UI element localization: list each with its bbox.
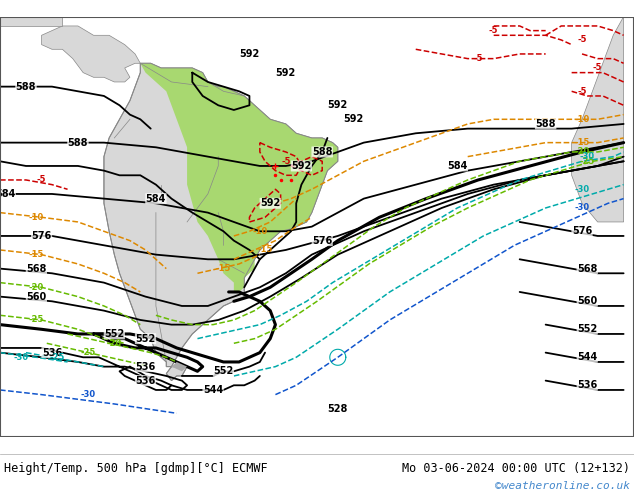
Text: 544: 544	[203, 385, 223, 395]
Polygon shape	[171, 362, 187, 371]
Text: -30: -30	[81, 390, 96, 399]
Text: 592: 592	[260, 198, 280, 208]
Text: 536: 536	[42, 347, 62, 358]
Text: 568: 568	[26, 264, 46, 273]
Text: 568: 568	[577, 264, 597, 273]
Text: -30: -30	[574, 203, 590, 213]
Text: -5: -5	[281, 157, 290, 166]
Text: 592: 592	[343, 114, 363, 124]
Text: 588: 588	[68, 138, 88, 147]
Text: -5: -5	[489, 26, 498, 35]
Text: 584: 584	[447, 161, 467, 171]
Text: 592: 592	[276, 68, 296, 77]
Text: -30: -30	[579, 152, 595, 161]
Text: 544: 544	[577, 352, 597, 362]
Text: -20: -20	[574, 147, 590, 156]
Text: -20: -20	[29, 283, 44, 292]
Text: 552: 552	[104, 329, 124, 339]
Text: 576: 576	[32, 231, 52, 241]
Text: 588: 588	[16, 82, 36, 92]
Text: -25: -25	[81, 348, 96, 357]
Polygon shape	[0, 17, 62, 26]
Polygon shape	[42, 26, 140, 82]
Text: 560: 560	[26, 292, 46, 302]
Text: -25: -25	[29, 316, 44, 324]
Text: 552: 552	[213, 367, 233, 376]
Text: ©weatheronline.co.uk: ©weatheronline.co.uk	[495, 481, 630, 490]
Text: 536: 536	[136, 362, 155, 371]
Text: Mo 03-06-2024 00:00 UTC (12+132): Mo 03-06-2024 00:00 UTC (12+132)	[402, 462, 630, 475]
Polygon shape	[104, 63, 338, 381]
Text: -15: -15	[257, 245, 273, 254]
Text: 588: 588	[312, 147, 332, 157]
Text: 560: 560	[577, 296, 597, 306]
Text: -10: -10	[574, 115, 590, 124]
Text: 552: 552	[577, 324, 597, 334]
Text: 592: 592	[239, 49, 259, 59]
Polygon shape	[140, 63, 338, 292]
Text: -10: -10	[29, 213, 44, 222]
Text: 576: 576	[572, 226, 592, 236]
Text: -30: -30	[13, 353, 29, 362]
Text: -20: -20	[107, 339, 122, 348]
Text: -25: -25	[579, 157, 595, 166]
Text: -15: -15	[29, 250, 44, 259]
Polygon shape	[572, 17, 624, 222]
Text: -25: -25	[49, 353, 65, 362]
Text: 584: 584	[0, 189, 15, 199]
Text: 536: 536	[577, 380, 597, 391]
Text: 528: 528	[328, 404, 348, 414]
Text: 552: 552	[136, 334, 155, 343]
Text: 536: 536	[136, 376, 155, 386]
Text: 584: 584	[146, 194, 166, 204]
Text: -15: -15	[574, 138, 590, 147]
Text: 576: 576	[312, 236, 332, 245]
Text: -5: -5	[474, 54, 483, 63]
Text: -15: -15	[216, 264, 231, 273]
Text: -5: -5	[578, 35, 587, 45]
Text: -5: -5	[37, 175, 46, 184]
Text: -10: -10	[252, 227, 268, 236]
Text: -5: -5	[593, 64, 602, 73]
Text: -5: -5	[578, 87, 587, 96]
Text: 592: 592	[328, 100, 348, 110]
Text: 588: 588	[535, 119, 556, 129]
Text: 592: 592	[291, 161, 311, 171]
Text: -30: -30	[574, 185, 590, 194]
Text: Height/Temp. 500 hPa [gdmp][°C] ECMWF: Height/Temp. 500 hPa [gdmp][°C] ECMWF	[4, 462, 268, 475]
